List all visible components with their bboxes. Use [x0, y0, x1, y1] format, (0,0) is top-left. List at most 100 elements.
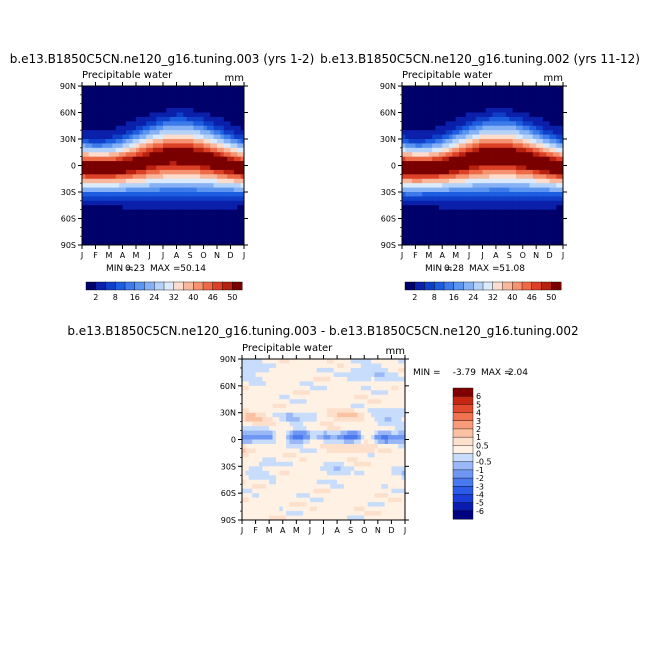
heatmap-cell — [402, 130, 406, 135]
heatmap-cell — [522, 143, 527, 149]
heatmap-cell — [552, 231, 557, 237]
heatmap-cell — [132, 218, 137, 224]
heatmap-cell — [88, 116, 93, 122]
heatmap-cell — [220, 121, 225, 127]
heatmap-cell — [475, 187, 480, 193]
heatmap-cell — [374, 426, 379, 431]
heatmap-cell — [303, 452, 307, 458]
x-tick-label: O — [520, 251, 526, 260]
heatmap-cell — [442, 214, 446, 219]
heatmap-cell — [252, 452, 256, 458]
heatmap-cell — [193, 169, 198, 175]
heatmap-cell — [85, 178, 90, 184]
heatmap-cell — [519, 178, 524, 184]
heatmap-cell — [519, 205, 524, 211]
heatmap-cell — [149, 222, 154, 228]
heatmap-cell — [242, 417, 246, 422]
heatmap-cell — [489, 205, 493, 211]
heatmap-cell — [122, 205, 127, 211]
heatmap-cell — [445, 147, 450, 153]
heatmap-cell — [233, 169, 238, 175]
heatmap-cell — [200, 94, 204, 100]
heatmap-cell — [546, 169, 550, 175]
heatmap-cell — [435, 174, 440, 180]
heatmap-cell — [206, 90, 211, 96]
heatmap-cell — [313, 439, 318, 445]
heatmap-cell — [465, 94, 470, 100]
heatmap-cell — [279, 466, 284, 472]
heatmap-cell — [136, 130, 140, 135]
heatmap-cell — [237, 86, 241, 91]
heatmap-cell — [516, 205, 520, 211]
heatmap-cell — [462, 152, 467, 158]
heatmap-cell — [210, 130, 214, 135]
heatmap-cell — [502, 108, 507, 113]
heatmap-cell — [173, 222, 177, 228]
heatmap-cell — [482, 218, 487, 224]
heatmap-cell — [445, 192, 450, 197]
heatmap-cell — [183, 94, 187, 100]
heatmap-cell — [402, 222, 406, 228]
heatmap-cell — [522, 139, 527, 144]
heatmap-cell — [299, 390, 304, 396]
heatmap-cell — [159, 165, 164, 171]
heatmap-cell — [217, 183, 221, 188]
heatmap-cell — [230, 143, 235, 149]
heatmap-cell — [146, 187, 150, 193]
heatmap-cell — [412, 240, 416, 246]
heatmap-cell — [98, 86, 103, 91]
heatmap-cell — [323, 412, 328, 418]
heatmap-cell — [186, 205, 191, 211]
heatmap-cell — [122, 161, 127, 166]
heatmap-cell — [88, 90, 93, 96]
heatmap-cell — [149, 187, 154, 193]
heatmap-cell — [391, 430, 396, 436]
heatmap-cell — [519, 147, 524, 153]
colorbar-label: 50 — [227, 293, 237, 302]
heatmap-cell — [146, 200, 150, 206]
heatmap-cell — [469, 112, 473, 118]
heatmap-cell — [374, 367, 379, 373]
heatmap-cell — [350, 475, 355, 481]
heatmap-cell — [139, 108, 144, 113]
heatmap-cell — [299, 412, 304, 418]
heatmap-cell — [354, 390, 358, 396]
heatmap-cell — [357, 367, 362, 373]
heatmap-cell — [391, 372, 396, 378]
heatmap-cell — [210, 192, 214, 197]
heatmap-cell — [320, 390, 324, 396]
heatmap-cell — [292, 394, 297, 400]
heatmap-cell — [465, 139, 470, 144]
heatmap-cell — [499, 147, 503, 153]
heatmap-cell — [415, 161, 420, 166]
heatmap-cell — [522, 152, 527, 158]
heatmap-cell — [269, 448, 273, 454]
heatmap-cell — [459, 200, 463, 206]
heatmap-cell — [428, 183, 433, 188]
heatmap-cell — [105, 169, 110, 175]
heatmap-cell — [176, 152, 181, 158]
heatmap-cell — [516, 178, 520, 184]
heatmap-cell — [354, 367, 358, 373]
heatmap-cell — [323, 376, 328, 382]
heatmap-cell — [374, 439, 379, 445]
heatmap-cell — [526, 196, 530, 202]
heatmap-cell — [88, 94, 93, 100]
heatmap-cell — [163, 152, 167, 158]
heatmap-cell — [405, 147, 410, 153]
heatmap-cell — [316, 372, 321, 378]
heatmap-cell — [512, 196, 517, 202]
heatmap-cell — [179, 143, 184, 149]
heatmap-cell — [98, 121, 103, 127]
heatmap-cell — [237, 209, 241, 215]
heatmap-cell — [388, 421, 392, 427]
heatmap-cell — [269, 385, 273, 391]
heatmap-cell — [196, 139, 201, 144]
heatmap-cell — [136, 236, 140, 241]
heatmap-cell — [536, 103, 540, 109]
heatmap-cell — [455, 103, 460, 109]
heatmap-cell — [227, 200, 231, 206]
heatmap-cell — [95, 218, 100, 224]
heatmap-cell — [200, 152, 204, 158]
heatmap-cell — [412, 222, 416, 228]
